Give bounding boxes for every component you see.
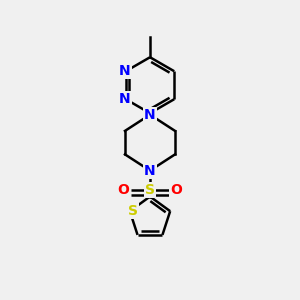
Text: S: S xyxy=(145,183,155,197)
Text: N: N xyxy=(119,92,130,106)
Text: O: O xyxy=(118,183,129,197)
Text: O: O xyxy=(171,183,182,197)
Text: N: N xyxy=(144,164,156,178)
Text: S: S xyxy=(128,204,138,218)
Text: N: N xyxy=(119,64,130,78)
Text: N: N xyxy=(144,108,156,122)
